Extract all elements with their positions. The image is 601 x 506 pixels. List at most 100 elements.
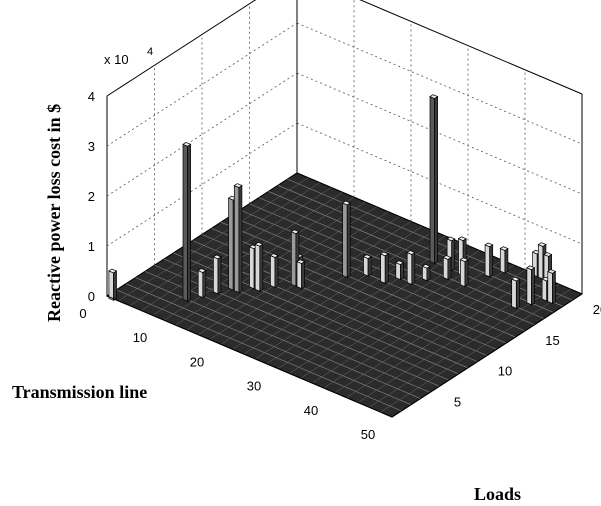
floor-hatch-load (230, 215, 516, 338)
z-axis-label: Reactive power loss cost in $ (44, 104, 64, 322)
bar-face-front (395, 262, 401, 281)
box-edge-top-back (106, 0, 257, 97)
x-tick-label: 30 (247, 379, 261, 394)
bar-face-side (301, 260, 305, 290)
floor-hatch-line (312, 259, 503, 384)
bar-face-top (296, 259, 306, 264)
axes-box-front (106, 293, 583, 418)
floor-hatch-load (249, 203, 535, 326)
floor-hatch-line (346, 274, 537, 398)
floor-hatch-load (258, 197, 545, 319)
bar-face-front (363, 256, 369, 277)
bar-face-side (113, 270, 117, 302)
bar-face-side (504, 247, 509, 274)
bar-face-front (228, 197, 234, 291)
bar-line-1-load-0 (108, 268, 118, 302)
z-tick-label: 4 (88, 89, 95, 104)
bar-face-top (457, 236, 467, 242)
bar-face-side (238, 184, 243, 294)
bar-face-top (395, 260, 405, 265)
bar-line-48-load-18 (547, 269, 557, 305)
bar-face-front (233, 185, 240, 294)
bar-face-front (380, 253, 386, 284)
bar-face-front (290, 231, 297, 287)
x-tick-label: 20 (190, 354, 204, 369)
bar-face-front (342, 202, 348, 278)
bar-line-24-load-13 (362, 254, 372, 277)
bar-line-16-load-8 (269, 253, 279, 289)
floor-hatch-line (334, 269, 526, 394)
floor-hatch-line (300, 255, 491, 379)
bar-face-side (426, 265, 431, 282)
floor-hatch-line (323, 264, 514, 389)
x-tick-label: 50 (361, 427, 375, 442)
bar-line-13-load-6 (233, 183, 243, 294)
bar-face-top (510, 276, 521, 282)
x-tick-label: 10 (133, 330, 147, 345)
bar-face-front (526, 267, 532, 306)
bar-face-front (442, 256, 449, 280)
bar-face-side (464, 259, 469, 288)
z-tick-label: 2 (88, 189, 95, 204)
floor-hatch-load (220, 221, 507, 344)
bar-line-22-load-12 (341, 200, 351, 279)
floor-hatch-load (144, 271, 431, 393)
bar-face-top (269, 253, 279, 258)
bar-face-side (515, 278, 520, 310)
bar-line-29-load-17 (429, 94, 439, 265)
bar-face-side (531, 267, 535, 306)
bar-face-top (254, 241, 264, 247)
tick-labels: 01234010203040505101520 (79, 89, 601, 442)
bar-face-top (499, 246, 509, 251)
bar-face-front (537, 244, 544, 280)
bar-line-10-load-4 (197, 268, 207, 299)
bar-line-31-load-15 (421, 263, 431, 282)
y-tick-label: 15 (545, 333, 559, 348)
bar-face-top (537, 242, 547, 247)
bar-line-46-load-17 (526, 265, 536, 306)
z-exponent: 4 (147, 46, 153, 58)
floor-hatch-line (232, 226, 423, 350)
y-tick-label: 5 (454, 394, 461, 409)
bar-face-top (446, 236, 456, 242)
bar-face-front (429, 96, 435, 265)
bar-face-side (411, 251, 416, 286)
bar-face-top (429, 94, 439, 99)
floor-hatch-line (380, 288, 571, 413)
bar-face-front (249, 246, 255, 290)
bar-face-front (511, 278, 517, 310)
bar-line-37-load-18 (484, 242, 494, 278)
grid-right-z (296, 22, 583, 145)
bar-face-front (422, 265, 428, 282)
bar-face-top (362, 254, 372, 259)
bar-face-top (543, 252, 553, 257)
floor-hatch-load (116, 289, 402, 412)
floor-hatch-load (125, 283, 412, 405)
floor-hatch-line (118, 177, 309, 302)
bar-face-front (254, 243, 261, 292)
bar-face-top (526, 265, 536, 271)
bar-face-side (367, 255, 372, 277)
floor-hatch-line (277, 245, 469, 369)
bar-face-front (108, 270, 114, 301)
bar-face-front (270, 254, 276, 289)
grid-right-z (296, 122, 583, 245)
bar-line-45-load-16 (510, 276, 521, 310)
bar-face-top (233, 183, 243, 188)
bar-line-15-load-7 (254, 241, 264, 292)
bar-face-front (182, 143, 188, 302)
y-tick-label: 10 (498, 364, 512, 379)
bar-line-27-load-13 (379, 251, 389, 284)
bar-face-top (547, 269, 557, 274)
z-multiplier: x 10 (104, 52, 129, 67)
bar-face-top (442, 255, 452, 260)
floor-hatch-line (243, 230, 434, 355)
bar-face-side (447, 256, 452, 281)
floor-hatch-line (266, 240, 457, 364)
z-tick-label: 0 (88, 289, 95, 304)
bar-face-front (213, 256, 219, 295)
bar-line-38-load-19 (499, 246, 509, 274)
bar-face-side (217, 256, 222, 295)
bar-line-33-load-16 (442, 255, 452, 281)
